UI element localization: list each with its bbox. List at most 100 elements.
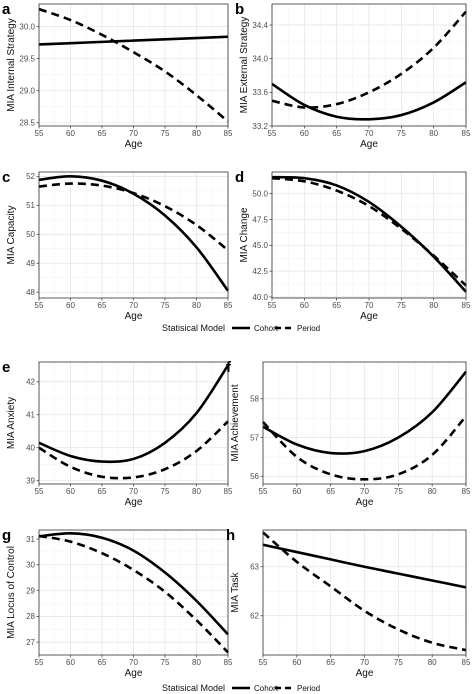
y-tick-label: 29.5 [19, 54, 35, 63]
x-tick-label: 80 [192, 129, 201, 138]
y-axis-title: MIA Capacity [6, 206, 17, 265]
series-line-period [38, 420, 229, 480]
series-line-cohort [262, 543, 467, 589]
x-tick-label: 60 [66, 487, 75, 496]
series-line-period [262, 415, 467, 481]
legend-title: Statisical Model [162, 323, 225, 333]
series-line-cohort [262, 370, 467, 455]
x-tick-label: 80 [428, 658, 437, 667]
x-axis-title: Age [360, 311, 378, 322]
x-axis-title: Age [125, 668, 143, 679]
y-axis-title: MIA Achievement [230, 384, 241, 461]
x-tick-label: 70 [365, 129, 374, 138]
x-tick-label: 60 [300, 301, 309, 310]
x-tick-label: 80 [428, 487, 437, 496]
x-tick-label: 65 [326, 658, 335, 667]
y-tick-label: 63 [250, 563, 259, 572]
y-axis-title: MIA External Strategy [239, 17, 250, 114]
y-tick-label: 42 [26, 378, 35, 387]
panel-border [38, 529, 229, 656]
chart-panel-f: 55 60 65 70 75 80 85 56 57 58 Age MIA Achievement f [226, 359, 471, 508]
x-tick-label: 75 [161, 658, 170, 667]
x-tick-label: 55 [259, 658, 268, 667]
series-line-cohort [38, 35, 229, 46]
x-tick-label: 75 [397, 301, 406, 310]
y-tick-label: 58 [250, 395, 259, 404]
panel-letter: e [2, 359, 10, 376]
y-tick-label: 39 [26, 477, 35, 486]
series-line-period [38, 182, 229, 252]
x-tick-label: 65 [98, 487, 107, 496]
series-line-period [262, 531, 467, 652]
y-tick-label: 34.4 [252, 21, 268, 30]
x-tick-label: 55 [259, 487, 268, 496]
panel-border [271, 3, 467, 127]
x-tick-label: 75 [394, 658, 403, 667]
x-tick-label: 70 [129, 129, 138, 138]
panel-border [38, 361, 229, 485]
chart-panel-g: 55 60 65 70 75 80 85 27 28 29 30 31 Age MIA Locus of … [2, 527, 233, 679]
y-axis-title: MIA Change [239, 207, 250, 262]
y-tick-label: 33.6 [252, 88, 268, 97]
x-tick-label: 65 [326, 487, 335, 496]
y-tick-label: 30 [26, 561, 35, 570]
x-tick-label: 85 [462, 487, 471, 496]
x-tick-label: 60 [292, 487, 301, 496]
series-line-cohort [38, 364, 230, 464]
x-tick-label: 85 [462, 658, 471, 667]
x-tick-label: 70 [365, 301, 374, 310]
panel-border [38, 3, 229, 127]
panel-letter: f [226, 359, 232, 376]
panel-letter: h [226, 527, 235, 544]
x-tick-label: 70 [360, 658, 369, 667]
y-tick-label: 47.5 [252, 215, 268, 224]
x-tick-label: 85 [224, 129, 233, 138]
y-tick-label: 33.2 [252, 122, 268, 131]
x-tick-label: 75 [161, 301, 170, 310]
panel-border [262, 361, 467, 485]
y-tick-label: 48 [26, 288, 35, 297]
y-tick-label: 57 [250, 433, 259, 442]
legend-title: Statisical Model [162, 683, 225, 693]
series-line-cohort [271, 81, 467, 121]
x-tick-label: 55 [35, 658, 44, 667]
x-axis-title: Age [125, 497, 143, 508]
x-tick-label: 55 [35, 487, 44, 496]
panel-letter: b [235, 1, 244, 18]
x-tick-label: 55 [35, 301, 44, 310]
x-tick-label: 60 [66, 129, 75, 138]
x-axis-title: Age [360, 139, 378, 150]
x-axis-title: Age [125, 311, 143, 322]
legend-label-period: Period [297, 684, 320, 693]
y-axis-title: MIA Anxiety [6, 397, 17, 449]
panel-border [38, 171, 229, 299]
x-tick-label: 85 [224, 301, 233, 310]
series-line-period [38, 534, 229, 654]
x-tick-label: 55 [35, 129, 44, 138]
x-tick-label: 70 [129, 658, 138, 667]
series-line-period [271, 10, 467, 109]
series-line-cohort [38, 532, 229, 636]
x-tick-label: 80 [429, 129, 438, 138]
legend-label-period: Period [297, 324, 320, 333]
x-tick-label: 80 [192, 487, 201, 496]
x-tick-label: 75 [397, 129, 406, 138]
x-tick-label: 75 [394, 487, 403, 496]
y-tick-label: 30.0 [19, 22, 35, 31]
y-tick-label: 49 [26, 259, 35, 268]
x-tick-label: 55 [268, 129, 277, 138]
panel-letter: c [2, 169, 10, 186]
x-axis-title: Age [125, 139, 143, 150]
x-tick-label: 70 [129, 301, 138, 310]
y-tick-label: 31 [26, 535, 35, 544]
panel-letter: a [2, 1, 11, 18]
y-tick-label: 41 [26, 411, 35, 420]
x-tick-label: 80 [429, 301, 438, 310]
chart-panel-a: 55 60 65 70 75 80 85 28.5 29.0 29.5 30.0 Age MIA Int… [2, 1, 233, 150]
panel-letter: g [2, 527, 11, 544]
chart-panel-h: 55 60 65 70 75 80 85 62 63 Age MIA Task h [226, 527, 471, 679]
y-tick-label: 51 [26, 201, 35, 210]
panel-border [271, 171, 467, 299]
y-tick-label: 42.5 [252, 267, 268, 276]
x-tick-label: 85 [462, 301, 471, 310]
